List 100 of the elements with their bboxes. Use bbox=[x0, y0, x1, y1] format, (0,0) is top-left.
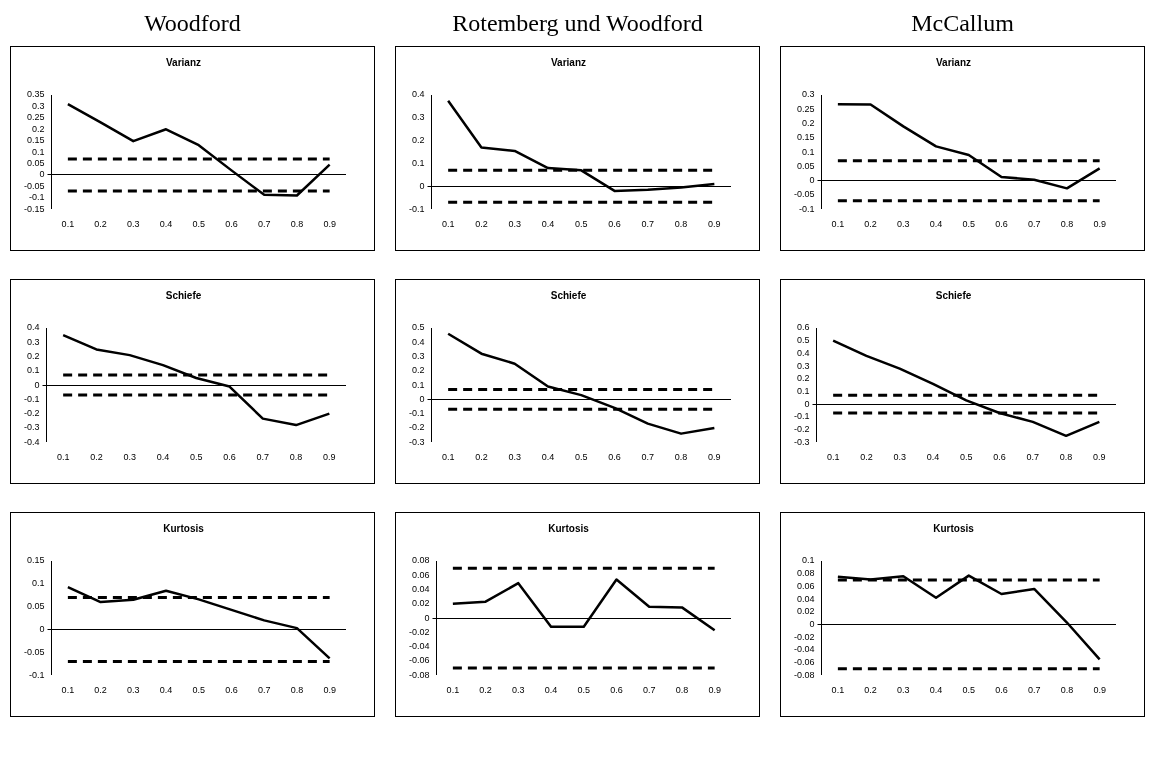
y-tick-label: 0.4 bbox=[796, 347, 810, 358]
y-tick-label: 0.2 bbox=[802, 118, 815, 129]
x-tick-label: 0.4 bbox=[929, 685, 943, 696]
y-tick-label: -0.1 bbox=[408, 203, 425, 214]
x-tick-label: 0.3 bbox=[127, 219, 140, 230]
x-tick-label: 0.8 bbox=[1060, 685, 1074, 696]
x-tick-label: 0.6 bbox=[610, 685, 623, 696]
chart-subtitle: Woodford bbox=[143, 9, 242, 38]
y-tick-label: 0.6 bbox=[796, 322, 810, 333]
y-tick-label: -0.2 bbox=[793, 424, 810, 434]
y-tick-label: -0.2 bbox=[408, 422, 425, 433]
y-tick-label: -0.05 bbox=[24, 180, 45, 191]
y-tick-label: 0.3 bbox=[802, 89, 815, 100]
y-tick-label: 0.3 bbox=[411, 351, 425, 362]
x-tick-label: 0.6 bbox=[995, 219, 1008, 230]
x-tick-label: 0.4 bbox=[156, 452, 170, 463]
x-tick-label: 0.8 bbox=[674, 452, 688, 463]
y-tick-label: 0.1 bbox=[796, 385, 810, 396]
x-tick-label: 0.3 bbox=[123, 452, 136, 463]
y-tick-label: 0 bbox=[809, 175, 815, 186]
x-tick-label: 0.2 bbox=[94, 685, 107, 696]
y-tick-label: -0.1 bbox=[23, 393, 40, 404]
y-tick-label: -0.02 bbox=[794, 631, 815, 642]
y-tick-label: -0.3 bbox=[408, 436, 425, 447]
y-tick-label: 0.1 bbox=[26, 365, 40, 376]
y-tick-label: -0.3 bbox=[793, 436, 810, 447]
x-tick-label: 0.4 bbox=[159, 685, 173, 696]
y-tick-label: 0.1 bbox=[802, 555, 815, 566]
y-tick-label: -0.06 bbox=[409, 655, 430, 666]
x-tick-label: 0.6 bbox=[223, 452, 236, 463]
y-tick-label: -0.1 bbox=[29, 669, 45, 680]
x-tick-label: 0.8 bbox=[1060, 219, 1074, 230]
chart-subtitle: Rotemberg und Woodford bbox=[451, 9, 704, 38]
x-tick-label: 0.3 bbox=[897, 685, 910, 696]
x-tick-label: 0.3 bbox=[512, 685, 525, 696]
x-tick-label: 0.9 bbox=[708, 219, 721, 230]
x-tick-label: 0.4 bbox=[159, 219, 173, 230]
y-tick-label: 0.2 bbox=[411, 365, 425, 376]
x-tick-label: 0.1 bbox=[826, 452, 840, 463]
x-tick-label: 0.7 bbox=[641, 452, 655, 463]
chart-title: Schiefe bbox=[935, 289, 972, 301]
x-tick-label: 0.5 bbox=[192, 219, 206, 230]
y-tick-label: -0.1 bbox=[29, 192, 45, 203]
y-tick-label: 0.4 bbox=[411, 89, 425, 100]
y-tick-label: -0.08 bbox=[409, 669, 430, 680]
y-tick-label: 0.5 bbox=[411, 322, 425, 333]
y-tick-label: -0.06 bbox=[794, 657, 815, 667]
y-tick-label: -0.04 bbox=[409, 641, 430, 652]
x-tick-label: 0.8 bbox=[1059, 452, 1073, 463]
y-tick-label: 0.06 bbox=[411, 569, 430, 580]
chart-title: Varianz bbox=[165, 56, 202, 68]
y-tick-label: 0 bbox=[39, 624, 45, 634]
y-tick-label: 0.05 bbox=[26, 601, 45, 612]
x-tick-label: 0.9 bbox=[323, 219, 336, 230]
y-tick-label: -0.02 bbox=[409, 626, 430, 637]
y-tick-label: -0.1 bbox=[793, 411, 810, 422]
y-tick-label: -0.05 bbox=[24, 646, 45, 657]
y-tick-label: -0.15 bbox=[24, 203, 45, 214]
y-tick-label: -0.04 bbox=[794, 644, 815, 655]
x-tick-label: 0.9 bbox=[1093, 685, 1106, 696]
y-tick-label: 0.05 bbox=[26, 158, 45, 168]
x-tick-label: 0.6 bbox=[608, 219, 621, 230]
x-tick-label: 0.4 bbox=[544, 685, 558, 696]
y-tick-label: 0.04 bbox=[411, 584, 430, 595]
y-tick-label: 0.15 bbox=[26, 555, 45, 566]
x-tick-label: 0.5 bbox=[192, 685, 206, 696]
chart-title: Schiefe bbox=[165, 289, 202, 301]
y-tick-label: 0.2 bbox=[796, 373, 810, 384]
y-tick-label: -0.3 bbox=[23, 422, 40, 433]
y-tick-label: 0.2 bbox=[26, 351, 40, 362]
x-tick-label: 0.5 bbox=[190, 452, 203, 463]
x-tick-label: 0.4 bbox=[541, 452, 555, 463]
x-tick-label: 0.5 bbox=[962, 685, 976, 696]
y-tick-label: 0 bbox=[809, 618, 815, 629]
x-tick-label: 0.8 bbox=[289, 452, 303, 463]
y-tick-label: -0.2 bbox=[23, 408, 40, 419]
y-tick-label: 0.08 bbox=[411, 555, 430, 566]
x-tick-label: 0.1 bbox=[446, 685, 460, 696]
x-tick-label: 0.1 bbox=[61, 219, 75, 230]
chart-title: Varianz bbox=[550, 56, 587, 68]
y-tick-label: 0.35 bbox=[26, 89, 45, 100]
y-tick-label: -0.4 bbox=[23, 436, 40, 447]
y-tick-label: 0 bbox=[424, 612, 430, 623]
y-tick-label: 0.1 bbox=[32, 578, 45, 589]
x-tick-label: 0.3 bbox=[893, 452, 906, 463]
y-tick-label: 0.5 bbox=[796, 335, 810, 346]
x-tick-label: 0.2 bbox=[479, 685, 492, 696]
y-tick-label: -0.1 bbox=[799, 203, 815, 214]
y-tick-label: 0.1 bbox=[32, 146, 45, 157]
y-tick-label: -0.05 bbox=[794, 189, 815, 200]
x-tick-label: 0.5 bbox=[962, 219, 976, 230]
x-tick-label: 0.2 bbox=[90, 452, 103, 463]
x-tick-label: 0.9 bbox=[708, 452, 721, 463]
x-tick-label: 0.7 bbox=[256, 452, 270, 463]
y-tick-label: 0.4 bbox=[411, 336, 425, 347]
chart-title: Varianz bbox=[935, 56, 972, 68]
x-tick-label: 0.6 bbox=[225, 685, 238, 696]
x-tick-label: 0.9 bbox=[708, 685, 721, 696]
y-tick-label: 0.3 bbox=[26, 336, 40, 347]
x-tick-label: 0.8 bbox=[290, 685, 304, 696]
